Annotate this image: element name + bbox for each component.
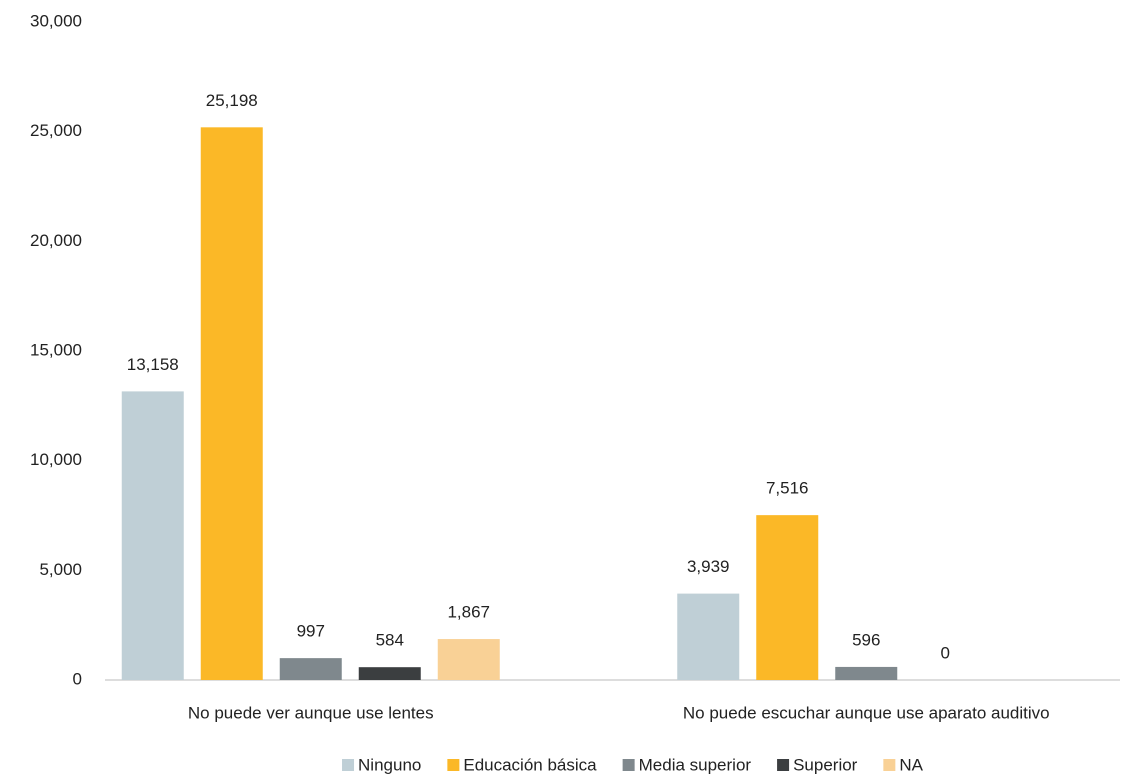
data-label: 25,198: [206, 91, 258, 110]
bar: [200, 127, 263, 681]
bar: [437, 639, 500, 680]
data-label: 13,158: [127, 355, 179, 374]
y-tick-label: 10,000: [30, 450, 82, 469]
y-tick-label: 15,000: [30, 340, 82, 359]
data-label: 596: [852, 630, 880, 649]
bar: [677, 593, 740, 680]
bar: [835, 666, 898, 680]
data-label: 0: [941, 643, 950, 662]
y-tick-label: 30,000: [30, 11, 82, 30]
y-tick-label: 0: [73, 669, 82, 688]
data-label: 3,939: [687, 557, 730, 576]
y-tick-label: 5,000: [39, 560, 82, 579]
legend-label: Media superior: [639, 755, 752, 774]
bar: [121, 391, 184, 680]
data-label: 997: [297, 622, 325, 641]
legend-label: Ninguno: [358, 755, 421, 774]
legend-label: Superior: [793, 755, 858, 774]
x-tick-label: No puede escuchar aunque use aparato aud…: [683, 703, 1050, 722]
legend-label: NA: [899, 755, 923, 774]
bar: [279, 658, 342, 680]
legend-swatch: [622, 759, 635, 771]
bar: [358, 667, 421, 680]
data-label: 7,516: [766, 479, 809, 498]
data-label: 1,867: [447, 603, 490, 622]
legend-label: Educación básica: [463, 755, 597, 774]
x-tick-label: No puede ver aunque use lentes: [188, 703, 434, 722]
data-label: 584: [376, 631, 404, 650]
y-tick-label: 20,000: [30, 231, 82, 250]
y-tick-label: 25,000: [30, 121, 82, 140]
legend-swatch: [447, 759, 460, 771]
legend-swatch: [342, 759, 355, 771]
legend-swatch: [883, 759, 896, 771]
legend-swatch: [777, 759, 790, 771]
bar: [756, 515, 819, 680]
